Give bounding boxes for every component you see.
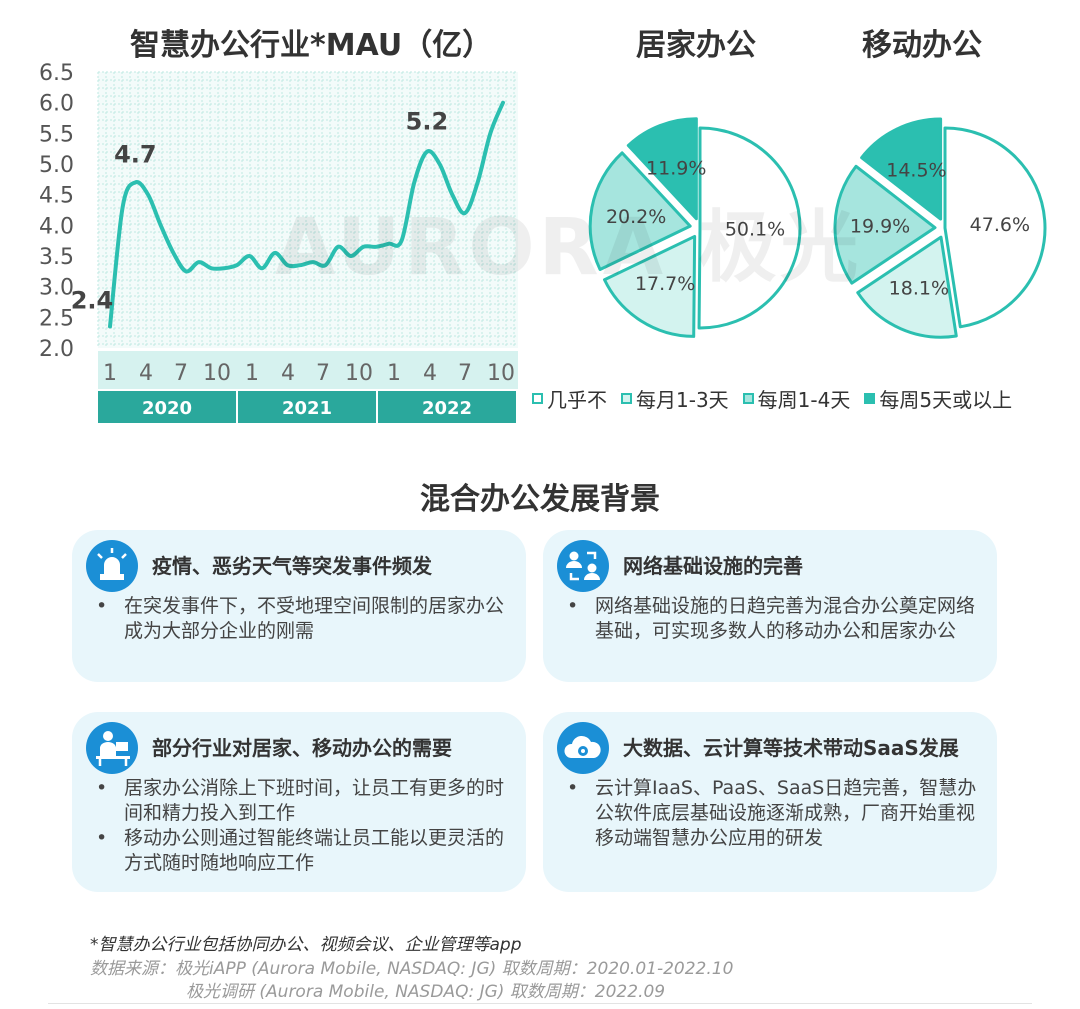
watermark: AURORA 极光 (275, 203, 863, 293)
month-band (98, 351, 518, 389)
y-tick-label: 2.0 (39, 337, 74, 362)
network-users-icon (557, 540, 609, 592)
x-tick-label: 10 (203, 361, 231, 386)
y-tick-label: 6.0 (39, 92, 74, 117)
legend-swatch (621, 393, 632, 404)
pie-slice (860, 117, 943, 221)
alarm-light-icon (86, 540, 138, 592)
x-tick-label: 1 (245, 361, 259, 386)
desk-worker-icon (86, 722, 138, 774)
x-tick-label: 7 (174, 361, 188, 386)
card-body: 居家办公消除上下班时间，让员工有更多的时间和精力投入到工作 移动办公则通过智能终… (94, 776, 508, 876)
x-tick-label: 10 (487, 361, 515, 386)
pie-legend: 几乎不 每月1-3天 每周1-4天 每周5天或以上 (532, 384, 1012, 413)
cloud-gear-icon (557, 722, 609, 774)
pie-slice (943, 126, 1047, 329)
pie-slice (626, 117, 698, 221)
year-band-segment (238, 391, 376, 423)
footnote: *智慧办公行业包括协同办公、视频会议、企业管理等app (90, 935, 522, 955)
pie-slice-label: 11.9% (646, 157, 706, 179)
legend-item-daily: 每周5天或以上 (864, 384, 1012, 413)
section-title: 混合办公发展背景 (420, 482, 660, 517)
card-bullet: 云计算IaaS、PaaS、SaaS日趋完善，智慧办公软件底层基础设施逐渐成熟，厂… (565, 776, 979, 851)
year-label: 2021 (282, 398, 332, 419)
card-body: 网络基础设施的日趋完善为混合办公奠定网络基础，可实现多数人的移动办公和居家办公 (565, 594, 979, 644)
x-tick-label: 1 (103, 361, 117, 386)
card-bullet: 网络基础设施的日趋完善为混合办公奠定网络基础，可实现多数人的移动办公和居家办公 (565, 594, 979, 644)
year-label: 2020 (142, 398, 192, 419)
pie-slice-label: 47.6% (970, 214, 1030, 236)
data-label: 4.7 (114, 140, 157, 168)
y-tick-label: 3.0 (39, 276, 74, 301)
pie-slice (603, 234, 697, 338)
mau-line-chart: 6.56.05.55.04.54.03.53.02.52.01 4 7 10 1 4 7 10… (39, 61, 518, 423)
card-network: 网络基础设施的完善 网络基础设施的日趋完善为混合办公奠定网络基础，可实现多数人的… (543, 530, 997, 682)
y-tick-label: 3.5 (39, 245, 74, 270)
pie-slice (833, 164, 937, 285)
card-title: 网络基础设施的完善 (623, 554, 803, 578)
year-band-segment (98, 391, 236, 423)
card-saas: 大数据、云计算等技术带动SaaS发展 云计算IaaS、PaaS、SaaS日趋完善… (543, 712, 997, 892)
legend-item-rarely: 几乎不 (532, 384, 607, 413)
pie-slice-label: 14.5% (886, 160, 946, 182)
legend-item-weekly: 每周1-4天 (742, 384, 850, 413)
card-emergency: 疫情、恶劣天气等突发事件频发 在突发事件下，不受地理空间限制的居家办公成为大部分… (72, 530, 526, 682)
mobile-office-pie-chart: 47.6% 18.1% 19.9% 14.5% (833, 117, 1047, 339)
card-title: 大数据、云计算等技术带动SaaS发展 (623, 736, 959, 760)
legend-swatch (532, 393, 543, 404)
card-bullet: 在突发事件下，不受地理空间限制的居家办公成为大部分企业的刚需 (94, 594, 508, 644)
y-tick-label: 4.0 (39, 214, 74, 239)
card-bullet: 居家办公消除上下班时间，让员工有更多的时间和精力投入到工作 (94, 776, 508, 826)
card-body: 在突发事件下，不受地理空间限制的居家办公成为大部分企业的刚需 (94, 594, 508, 644)
card-bullet: 移动办公则通过智能终端让员工能以更灵活的方式随时随地响应工作 (94, 826, 508, 876)
data-label: 2.4 (71, 287, 114, 315)
source-line-1: 数据来源：极光iAPP (Aurora Mobile, NASDAQ: JG) … (90, 959, 734, 979)
plot-background (98, 72, 518, 348)
pie-slice-label: 19.9% (850, 216, 910, 238)
mau-chart-title: 智慧办公行业*MAU（亿） (130, 28, 493, 63)
y-tick-label: 5.0 (39, 153, 74, 178)
card-title: 疫情、恶劣天气等突发事件频发 (152, 554, 432, 578)
pie-slice-label: 50.1% (725, 218, 785, 240)
x-tick-label: 7 (458, 361, 472, 386)
pie-slice-label: 17.7% (635, 273, 695, 295)
pie-slice (856, 235, 958, 339)
year-band-segment (378, 391, 516, 423)
pie-slice-label: 20.2% (606, 206, 666, 228)
footer-divider (48, 1003, 1032, 1004)
mobile-office-pie-title: 移动办公 (862, 28, 982, 63)
year-label: 2022 (422, 398, 472, 419)
card-industry-needs: 部分行业对居家、移动办公的需要 居家办公消除上下班时间，让员工有更多的时间和精力… (72, 712, 526, 892)
home-office-pie-chart: 50.1% 17.7% 20.2% 11.9% (588, 117, 802, 338)
card-title: 部分行业对居家、移动办公的需要 (152, 736, 452, 760)
pie-slice (697, 126, 802, 330)
x-tick-label: 4 (423, 361, 437, 386)
y-tick-label: 2.5 (39, 306, 74, 331)
x-tick-label: 4 (139, 361, 153, 386)
y-tick-label: 6.5 (39, 61, 74, 86)
pie-slice (588, 151, 692, 271)
x-tick-label: 10 (345, 361, 373, 386)
x-tick-label: 7 (316, 361, 330, 386)
y-tick-label: 4.5 (39, 184, 74, 209)
home-office-pie-title: 居家办公 (636, 28, 756, 63)
source-line-2: 极光调研 (Aurora Mobile, NASDAQ: JG) 取数周期：20… (186, 982, 666, 1002)
pie-slice-label: 18.1% (889, 278, 949, 300)
y-tick-label: 5.5 (39, 122, 74, 147)
card-body: 云计算IaaS、PaaS、SaaS日趋完善，智慧办公软件底层基础设施逐渐成熟，厂… (565, 776, 979, 851)
data-label: 5.2 (406, 108, 449, 136)
legend-item-monthly: 每月1-3天 (621, 384, 729, 413)
legend-swatch (864, 393, 876, 404)
x-tick-label: 4 (281, 361, 295, 386)
x-tick-label: 1 (387, 361, 401, 386)
legend-swatch (742, 393, 754, 404)
